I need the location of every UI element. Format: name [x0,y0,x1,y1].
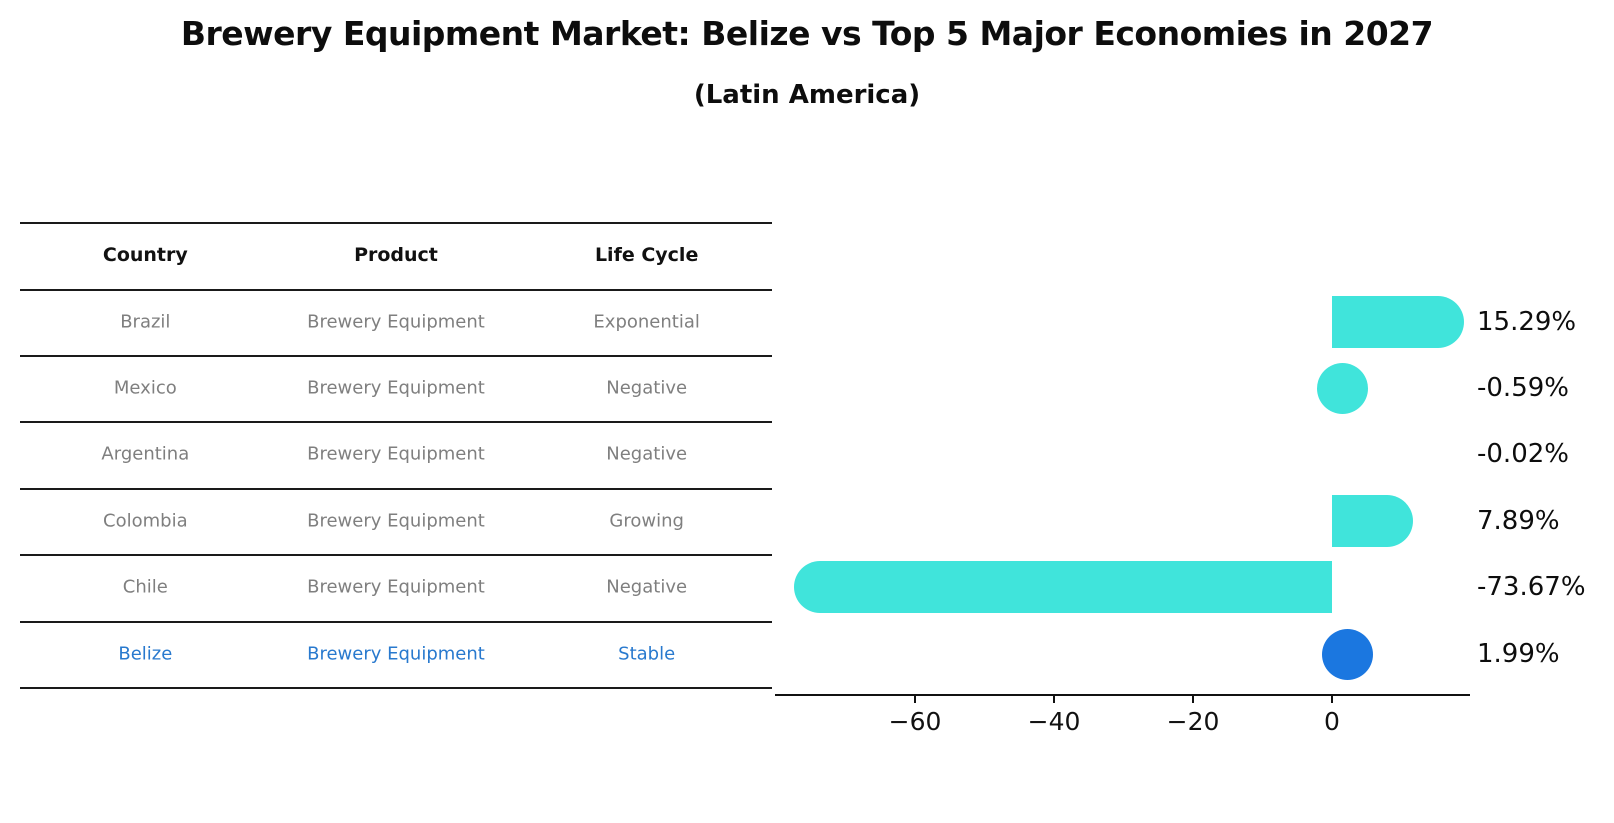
bar-colombia [1332,495,1413,547]
table-line [20,421,772,423]
table-cell-country-belize: Belize [118,643,173,665]
table-cell-product-colombia: Brewery Equipment [307,510,485,532]
table-cell-product-chile: Brewery Equipment [307,576,485,598]
table-header-lifecycle: Life Cycle [594,244,699,266]
table-line [20,488,772,490]
table-header-product: Product [354,244,438,266]
table-cell-country-chile: Chile [122,576,168,598]
table-cell-life_cycle-chile: Negative [606,576,688,598]
table-line [20,687,772,689]
table-line [20,289,772,291]
x-tick-label: −60 [888,707,942,736]
x-tick-mark [1331,694,1333,703]
x-tick-mark [1053,694,1055,703]
value-label-argentina: -0.02% [1477,439,1569,469]
x-tick-mark [1192,694,1194,703]
chart-subtitle: (Latin America) [693,80,921,110]
value-label-belize: 1.99% [1477,639,1560,669]
table-cell-country-argentina: Argentina [101,443,190,465]
x-tick-label: 0 [1324,707,1340,736]
table-line [20,554,772,556]
table-cell-product-argentina: Brewery Equipment [307,443,485,465]
table-cell-product-mexico: Brewery Equipment [307,377,485,399]
table-cell-country-mexico: Mexico [113,377,177,399]
value-label-mexico: -0.59% [1477,373,1569,403]
bar-belize [1321,628,1373,680]
bar-brazil [1332,296,1465,348]
value-label-chile: -73.67% [1477,572,1586,602]
bar-mexico [1316,362,1368,414]
table-cell-product-brazil: Brewery Equipment [307,311,485,333]
table-line [20,355,772,357]
value-label-brazil: 15.29% [1477,307,1577,337]
table-cell-life_cycle-colombia: Growing [609,510,684,532]
chart-title: Brewery Equipment Market: Belize vs Top … [180,14,1434,53]
bar-chile [793,561,1332,613]
table-line [20,621,772,623]
table-header-country: Country [102,244,188,266]
table-cell-life_cycle-belize: Stable [618,643,676,665]
x-tick-label: −20 [1166,707,1220,736]
x-tick-mark [914,694,916,703]
table-cell-life_cycle-argentina: Negative [606,443,688,465]
table-line [20,222,772,224]
x-tick-label: −40 [1027,707,1081,736]
value-label-colombia: 7.89% [1477,506,1560,536]
table-cell-country-brazil: Brazil [120,311,171,333]
table-cell-product-belize: Brewery Equipment [307,643,485,665]
table-cell-life_cycle-mexico: Negative [606,377,688,399]
x-axis-line [775,694,1470,696]
table-cell-country-colombia: Colombia [103,510,188,532]
table-cell-life_cycle-brazil: Exponential [593,311,700,333]
